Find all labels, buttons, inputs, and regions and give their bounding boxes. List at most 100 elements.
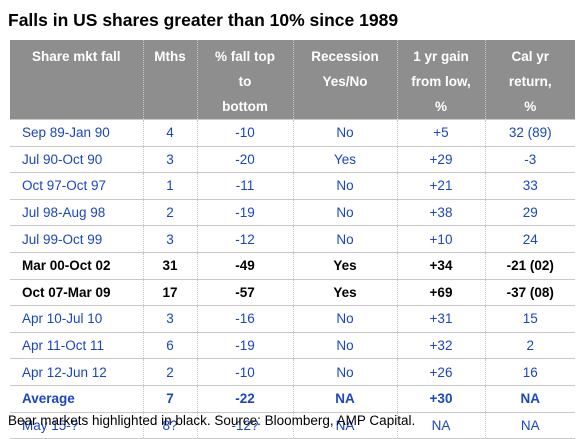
table-cell: -16 (196, 305, 293, 333)
header-line: from low, (411, 74, 471, 89)
table-cell: NA (292, 411, 397, 439)
table-cell: -3 (484, 145, 575, 173)
table-cell: 1 (142, 172, 197, 200)
table-row: Oct 07-Mar 09 17 -57 Yes +69 -37 (08) (10, 278, 575, 306)
table-cell: 16 (484, 358, 575, 386)
header-cell: Recession Yes/No (292, 40, 397, 120)
table-cell: No (292, 305, 397, 333)
table-cell: -12? (196, 411, 293, 439)
header-line: Mths (154, 49, 186, 64)
table-cell: +21 (396, 172, 485, 200)
header-line: Recession (311, 49, 379, 64)
table-cell: No (292, 331, 397, 359)
table-cell: 3 (142, 305, 197, 333)
header-cell: Share mkt fall (10, 40, 143, 120)
header-cell: % fall top to bottom (196, 40, 293, 120)
table-cell: -49 (196, 251, 293, 280)
table-cell: NA (292, 384, 397, 413)
table-cell: +30 (396, 384, 485, 413)
table-cell: -20 (196, 145, 293, 173)
header-line: % (434, 99, 447, 114)
table-cell: Apr 11-Oct 11 (10, 331, 143, 359)
table-row: Jul 90-Oct 90 3 -20 Yes +29 -3 (10, 145, 575, 173)
table-cell: 24 (484, 225, 575, 253)
table-cell: -11 (196, 172, 293, 200)
table-cell: NA (484, 384, 575, 413)
table-row: Apr 11-Oct 11 6 -19 No +32 2 (10, 331, 575, 359)
title: Falls in US shares greater than 10% sinc… (8, 10, 399, 30)
table-cell: May 15-? (10, 411, 143, 439)
header-line: % (524, 99, 537, 114)
header-cell: 1 yr gain from low,% (396, 40, 485, 120)
table-row: Sep 89-Jan 90 4 -10 No +5 32 (89) (10, 119, 575, 147)
header-line: return, (508, 74, 552, 89)
table-cell: 6 (142, 331, 197, 359)
table-cell: -37 (08) (484, 278, 575, 306)
table-row: Jul 99-Oct 99 3 -12 No +10 24 (10, 225, 575, 253)
table-cell: +32 (396, 331, 485, 359)
table-cell: -10 (196, 119, 293, 147)
table-cell: 2 (142, 358, 197, 386)
table-cell: 29 (484, 198, 575, 226)
table-cell: Average (10, 384, 143, 413)
header-line: % fall top (215, 49, 275, 64)
table-cell: 15 (484, 305, 575, 333)
table-cell: NA (484, 411, 575, 439)
table-row: Apr 12-Jun 12 2 -10 No +26 16 (10, 358, 575, 386)
table-cell: Mar 00-Oct 02 (10, 251, 143, 280)
table-row: Oct 97-Oct 97 1 -11 No +21 33 (10, 172, 575, 200)
table-cell: Oct 97-Oct 97 (10, 172, 143, 200)
table-cell: 17 (142, 278, 197, 306)
table-cell: Jul 99-Oct 99 (10, 225, 143, 253)
table-cell: Apr 10-Jul 10 (10, 305, 143, 333)
table-cell: -22 (196, 384, 293, 413)
table-cell: -12 (196, 225, 293, 253)
table-cell: Sep 89-Jan 90 (10, 119, 143, 147)
table-cell: +5 (396, 119, 485, 147)
table-cell: No (292, 225, 397, 253)
table-cell: -19 (196, 198, 293, 226)
footnote: Bear markets highlighted in black. Sourc… (8, 413, 416, 428)
table-cell: +29 (396, 145, 485, 173)
table-cell: Yes (292, 145, 397, 173)
table-cell: -19 (196, 331, 293, 359)
table-row: Jul 98-Aug 98 2 -19 No +38 29 (10, 198, 575, 226)
table-cell: -21 (02) (484, 251, 575, 280)
header-line: bottom (222, 99, 268, 114)
table-cell: No (292, 119, 397, 147)
header-line: to (238, 74, 252, 89)
header-cell: Cal yr return,% (484, 40, 575, 120)
table-cell: +26 (396, 358, 485, 386)
falls-table: Share mkt fall Mths % fall top to bottom Rece… (10, 40, 575, 439)
table-cell: Oct 07-Mar 09 (10, 278, 143, 306)
table-cell: 2 (142, 198, 197, 226)
table-cell: 7 (142, 384, 197, 413)
header-line: Cal yr (511, 49, 550, 64)
table-cell: 33 (484, 172, 575, 200)
table-cell: 2 (484, 331, 575, 359)
header-cell: Mths (142, 40, 197, 120)
table-cell: Jul 98-Aug 98 (10, 198, 143, 226)
table-cell: Apr 12-Jun 12 (10, 358, 143, 386)
table-cell: +69 (396, 278, 485, 306)
table-cell: -10 (196, 358, 293, 386)
table-row: Average 7 -22 NA +30 NA (10, 384, 575, 413)
table-cell: 3 (142, 225, 197, 253)
table-cell: 31 (142, 251, 197, 280)
table-cell: No (292, 198, 397, 226)
table-cell: +38 (396, 198, 485, 226)
header-row: Share mkt fall Mths % fall top to bottom Rece… (10, 40, 575, 120)
table-row: Mar 00-Oct 02 31 -49 Yes +34 -21 (02) (10, 251, 575, 280)
table-cell: Yes (292, 251, 397, 280)
table-cell: -57 (196, 278, 293, 306)
table-row: Apr 10-Jul 10 3 -16 No +31 15 (10, 305, 575, 333)
table-cell: No (292, 172, 397, 200)
table-cell: 3 (142, 145, 197, 173)
header-line: 1 yr gain (413, 49, 469, 64)
table-cell: 4 (142, 119, 197, 147)
table-cell: No (292, 358, 397, 386)
table-cell: 32 (89) (484, 119, 575, 147)
header-line: Share mkt fall (31, 49, 121, 64)
table-cell: Jul 90-Oct 90 (10, 145, 143, 173)
